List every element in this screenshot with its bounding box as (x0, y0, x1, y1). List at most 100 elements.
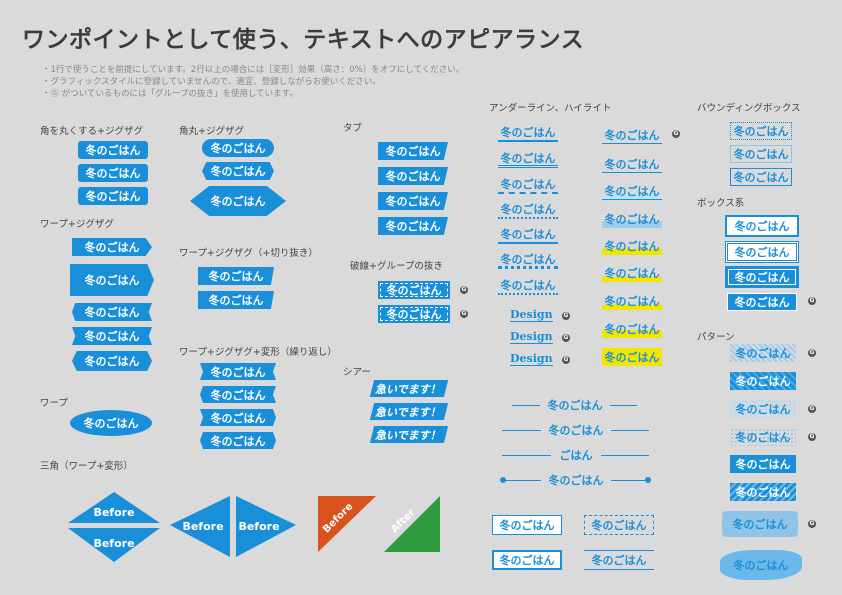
note-2: ・グラフィックスタイルに登録していませんので、適宜、登録しながらお使いください。 (42, 77, 381, 87)
sample-pt-8: 冬のごはん (720, 550, 802, 580)
sample-bb-1: 冬のごはん (730, 122, 792, 140)
group-knockout-icon: G (460, 286, 468, 294)
label-pattern: パターン (697, 332, 735, 343)
sample-tab-1: 冬のごはん (378, 142, 448, 160)
sample-warpzig-1: 冬のごはん (72, 238, 152, 256)
sample-line-2: 冬のごはん (541, 423, 611, 437)
label-shear: シアー (343, 367, 371, 378)
dot-icon (500, 477, 506, 483)
sample-bb-2: 冬のごはん (730, 145, 792, 163)
triangle-up (68, 492, 160, 523)
sample-hl-3: 冬のごはん (602, 182, 662, 200)
sample-ul-2: 冬のごはん (498, 150, 558, 168)
page-title: ワンポイントとして使う、テキストへのアピアランス (22, 27, 585, 53)
sample-tab-2: 冬のごはん (378, 167, 448, 185)
label-warp: ワープ (40, 398, 68, 409)
sample-bx-2: 冬のごはん (725, 241, 799, 263)
dot-icon (645, 477, 651, 483)
label-box: ボックス系 (697, 198, 745, 209)
sample-hl-6: 冬のごはん (602, 264, 662, 282)
label-warp-zigzag-cut: ワープ+ジグザグ（+切り抜き） (179, 248, 318, 259)
sample-ul-1: 冬のごはん (498, 124, 558, 142)
before-1: Before (93, 506, 134, 519)
group-knockout-icon: G (808, 349, 816, 357)
sample-warpzig-4: 冬のごはん (72, 327, 152, 345)
label-round-zigzag: 角丸+ジグザグ (179, 126, 244, 137)
sample-warpzig-2: 冬のごはん (70, 264, 154, 296)
triangle-left (170, 496, 230, 557)
label-bounding: バウンディングボックス (697, 103, 801, 114)
triangle-orange (318, 496, 376, 552)
triangle-down (68, 528, 160, 562)
sample-hl-1: 冬のごはん (602, 126, 662, 144)
label-tab: タブ (343, 123, 363, 134)
sample-box-d: 冬のごはん (584, 550, 654, 570)
sample-ul-3: 冬のごはん (498, 176, 558, 194)
design-3: Design (510, 352, 553, 366)
sample-line-1: 冬のごはん (540, 398, 610, 412)
triangle-right (236, 496, 296, 557)
sample-shear-3: 急いでます！ (369, 426, 449, 443)
group-knockout-icon: G (808, 520, 816, 528)
sample-pt-1: 冬のごはん (730, 344, 796, 362)
sample-ul-4: 冬のごはん (498, 201, 558, 219)
sample-warpzig-5: 冬のごはん (72, 351, 152, 371)
sample-box-a: 冬のごはん (492, 515, 562, 535)
sample-line-3: ごはん (551, 448, 601, 462)
group-knockout-icon: G (460, 310, 468, 318)
sample-shear-2: 急いでます！ (369, 403, 449, 420)
sample-tr-2: 冬のごはん (200, 386, 276, 403)
note-1: ・1行で使うことを前提にしています。2行以上の場合には［変形］効果（高さ：0%）… (42, 65, 465, 75)
label-dash-group: 破線+グループの抜き (350, 261, 443, 272)
sample-bb-3: 冬のごはん (730, 168, 792, 186)
sample-pt-3: 冬のごはん (730, 400, 796, 418)
group-knockout-icon: G (672, 130, 680, 138)
sample-rounded-2: 冬のごはん (78, 164, 148, 182)
sample-pt-5: 冬のごはん (730, 455, 796, 473)
sample-pt-6: 冬のごはん (730, 483, 796, 501)
sample-warpzig-3: 冬のごはん (72, 303, 152, 321)
sample-tab-4: 冬のごはん (378, 217, 448, 235)
group-knockout-icon: G (808, 297, 816, 305)
sample-dash-1: 冬のごはん (378, 281, 450, 299)
group-knockout-icon: G (562, 312, 570, 320)
sample-cut-1: 冬のごはん (198, 267, 274, 285)
before-4: Before (238, 520, 279, 533)
before-2: Before (93, 537, 134, 550)
sample-round-3: 冬のごはん (190, 186, 286, 216)
label-rounded-zigzag: 角を丸くする+ジグザグ (40, 126, 143, 137)
sample-line-4: 冬のごはん (541, 473, 611, 487)
sample-hl-5: 冬のごはん (602, 237, 662, 255)
sample-rounded-1: 冬のごはん (78, 141, 148, 159)
sample-hl-9: 冬のごはん (602, 348, 662, 366)
triangle-green (384, 496, 440, 552)
sample-tr-3: 冬のごはん (200, 409, 276, 426)
group-knockout-icon: G (562, 356, 570, 364)
label-triangle: 三角（ワープ+変形） (40, 461, 133, 472)
sample-round-2: 冬のごはん (202, 162, 274, 180)
sample-tr-1: 冬のごはん (200, 363, 276, 380)
label-underline: アンダーライン、ハイライト (489, 103, 612, 114)
group-knockout-icon: G (808, 433, 816, 441)
sample-hl-2: 冬のごはん (602, 155, 662, 173)
sample-bx-1: 冬のごはん (725, 215, 799, 237)
design-2: Design (510, 330, 553, 344)
sample-shear-1: 急いでます！ (369, 380, 449, 397)
label-warp-zigzag-transform: ワープ+ジグザグ+変形（繰り返し） (179, 347, 337, 358)
sample-tab-3: 冬のごはん (378, 192, 448, 210)
note-3: ・Ⓖ がついているものには「グループの抜き」を使用しています。 (42, 89, 298, 99)
sample-hl-7: 冬のごはん (602, 292, 662, 310)
sample-ul-7: 冬のごはん (498, 277, 558, 295)
sample-round-1: 冬のごはん (202, 139, 274, 157)
before-3: Before (182, 520, 223, 533)
sample-pt-7: 冬のごはん (722, 511, 798, 537)
sample-rounded-3: 冬のごはん (78, 187, 148, 205)
sample-warp: 冬のごはん (70, 410, 152, 436)
group-knockout-icon: G (808, 405, 816, 413)
label-warp-zigzag: ワープ+ジグザグ (40, 219, 114, 230)
sample-ul-6: 冬のごはん (498, 251, 558, 269)
sample-pt-4: 冬のごはん (730, 428, 796, 446)
sample-box-c: 冬のごはん (492, 550, 562, 570)
sample-ul-5: 冬のごはん (498, 226, 558, 244)
sample-cut-2: 冬のごはん (198, 291, 274, 309)
